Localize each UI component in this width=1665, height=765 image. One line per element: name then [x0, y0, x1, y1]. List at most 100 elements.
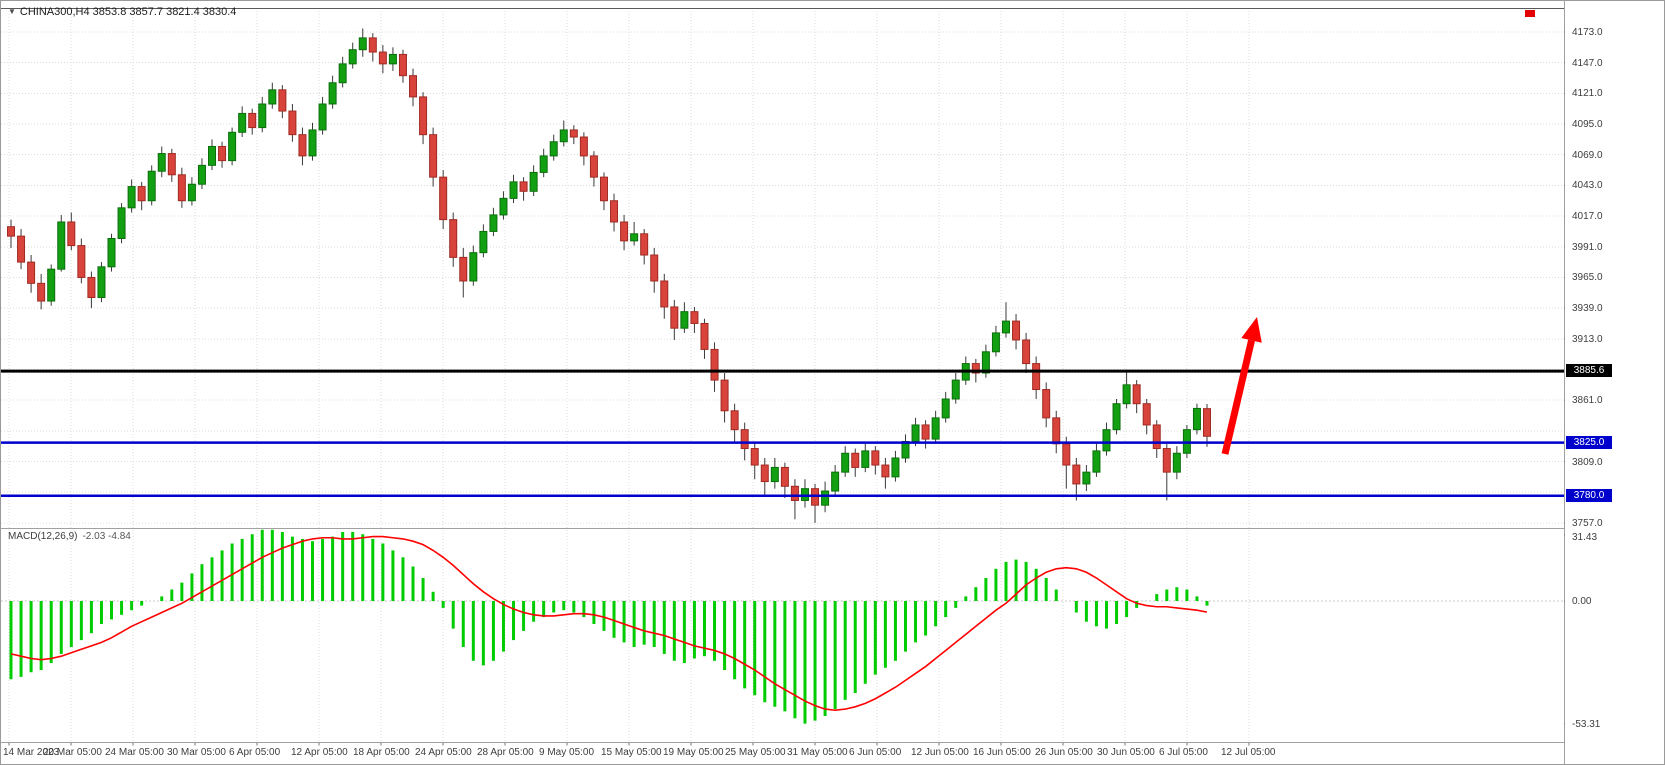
- bear-candle: [1152, 424, 1161, 450]
- time-tick-label: 12 Jul 05:00: [1221, 747, 1276, 758]
- time-tick-label: 16 Jun 05:00: [973, 747, 1031, 758]
- bear-candle: [599, 176, 608, 202]
- bear-candle: [921, 424, 930, 440]
- arrow-head: [1241, 317, 1262, 343]
- bear-candle: [378, 51, 387, 65]
- price-axis: 4173.0 4147.0 4121.0 4095.0 4069.0 4043.0 4017…: [1565, 1, 1664, 764]
- bull-candle: [1001, 320, 1010, 334]
- bull-candle: [157, 153, 166, 172]
- bear-candle: [177, 174, 186, 202]
- bull-candle: [1082, 471, 1091, 485]
- bull-candle: [208, 145, 217, 166]
- time-tick-label: 24 Mar 05:00: [105, 747, 164, 758]
- bull-candle: [831, 471, 840, 492]
- bull-candle: [238, 112, 247, 133]
- bull-candle: [841, 452, 850, 473]
- bull-candle: [941, 398, 950, 419]
- bull-candle: [630, 233, 639, 242]
- bear-candle: [298, 134, 307, 157]
- top-right-marker-icon: [1525, 10, 1535, 17]
- bear-candle: [720, 379, 729, 412]
- price-tick-label: 3965.0: [1572, 272, 1603, 284]
- bear-candle: [670, 306, 679, 329]
- time-axis: 14 Mar 2023 20 Mar 05:00 24 Mar 05:00 30 Ma…: [1, 747, 1664, 764]
- bull-candle: [479, 230, 488, 254]
- bear-candle: [7, 226, 15, 237]
- bull-candle: [861, 450, 870, 468]
- macd-tick-label: 31.43: [1572, 532, 1598, 543]
- bear-candle: [37, 282, 46, 302]
- time-tick-label: 30 Mar 05:00: [167, 747, 226, 758]
- bull-candle: [559, 129, 568, 143]
- bear-candle: [690, 311, 699, 324]
- bear-candle: [700, 322, 709, 350]
- time-tick-label: 12 Jun 05:00: [911, 747, 969, 758]
- macd-indicator-name: MACD(12,26,9): [8, 531, 78, 542]
- bear-candle: [871, 450, 880, 466]
- bear-candle: [760, 464, 769, 483]
- bull-candle: [107, 238, 116, 268]
- time-tick-label: 26 Jun 05:00: [1035, 747, 1093, 758]
- price-tick-label: 4017.0: [1572, 211, 1603, 223]
- bear-candle: [710, 348, 719, 381]
- bear-candle: [780, 466, 789, 487]
- bear-candle: [17, 235, 26, 263]
- bull-candle: [981, 351, 990, 374]
- bear-candle: [730, 410, 739, 431]
- bear-candle: [459, 256, 468, 282]
- up-arrow-annotation[interactable]: [1221, 317, 1262, 455]
- bull-candle: [489, 214, 498, 232]
- time-tick-label: 24 Apr 05:00: [415, 747, 472, 758]
- bear-candle: [27, 261, 36, 284]
- time-tick-label: 20 Mar 05:00: [43, 747, 102, 758]
- bear-candle: [398, 53, 407, 77]
- bear-candle: [439, 176, 448, 221]
- bull-candle: [1092, 450, 1101, 473]
- bull-candle: [499, 197, 508, 216]
- candles-layer: [7, 28, 1211, 523]
- bear-candle: [1203, 408, 1211, 437]
- bull-candle: [187, 183, 196, 202]
- bear-candle: [620, 221, 629, 242]
- bear-candle: [278, 89, 287, 112]
- time-tick-label: 19 May 05:00: [663, 747, 724, 758]
- bull-candle: [268, 89, 277, 105]
- symbol-ohlc-text: CHINA300,H4 3853.8 3857.7 3821.4 3830.4: [19, 6, 237, 18]
- bear-candle: [660, 280, 669, 308]
- bear-candle: [429, 134, 438, 178]
- bear-candle: [1072, 464, 1081, 485]
- price-tick-label: 3809.0: [1572, 456, 1603, 468]
- price-tick-label: 3939.0: [1572, 303, 1603, 315]
- bear-candle: [610, 200, 619, 223]
- bear-candle: [750, 448, 759, 466]
- symbol-ohlc-label: ▼ CHINA300,H4 3853.8 3857.7 3821.4 3830.…: [8, 6, 236, 18]
- macd-tick-label: -53.31: [1572, 718, 1601, 730]
- bear-candle: [137, 186, 146, 202]
- time-tick-label: 6 Jun 05:00: [849, 747, 902, 758]
- time-tick-label: 14 Mar 2023: [3, 747, 60, 758]
- price-tick-label: 4173.0: [1572, 27, 1603, 38]
- bear-candle: [1052, 417, 1061, 445]
- time-tick-label: 6 Apr 05:00: [229, 747, 281, 758]
- time-tick-label: 18 Apr 05:00: [353, 747, 410, 758]
- time-tick-label: 28 Apr 05:00: [477, 747, 534, 758]
- bear-candle: [419, 96, 428, 136]
- bear-candle: [1162, 448, 1171, 473]
- bull-candle: [509, 181, 518, 199]
- symbol-marker-icon: ▼: [8, 7, 16, 16]
- bull-candle: [1192, 407, 1201, 431]
- bull-candle: [47, 268, 56, 302]
- bear-candle: [449, 219, 458, 258]
- bull-candle: [197, 164, 206, 185]
- bull-candle: [1112, 403, 1121, 431]
- bull-candle: [338, 63, 347, 84]
- price-level-badge: 3885.6: [1566, 364, 1612, 378]
- bear-candle: [1012, 320, 1021, 341]
- bull-candle: [328, 82, 337, 105]
- bull-candle: [228, 131, 237, 162]
- price-tick-label: 3757.0: [1572, 517, 1603, 529]
- bear-candle: [1062, 443, 1071, 466]
- bull-candle: [549, 141, 558, 157]
